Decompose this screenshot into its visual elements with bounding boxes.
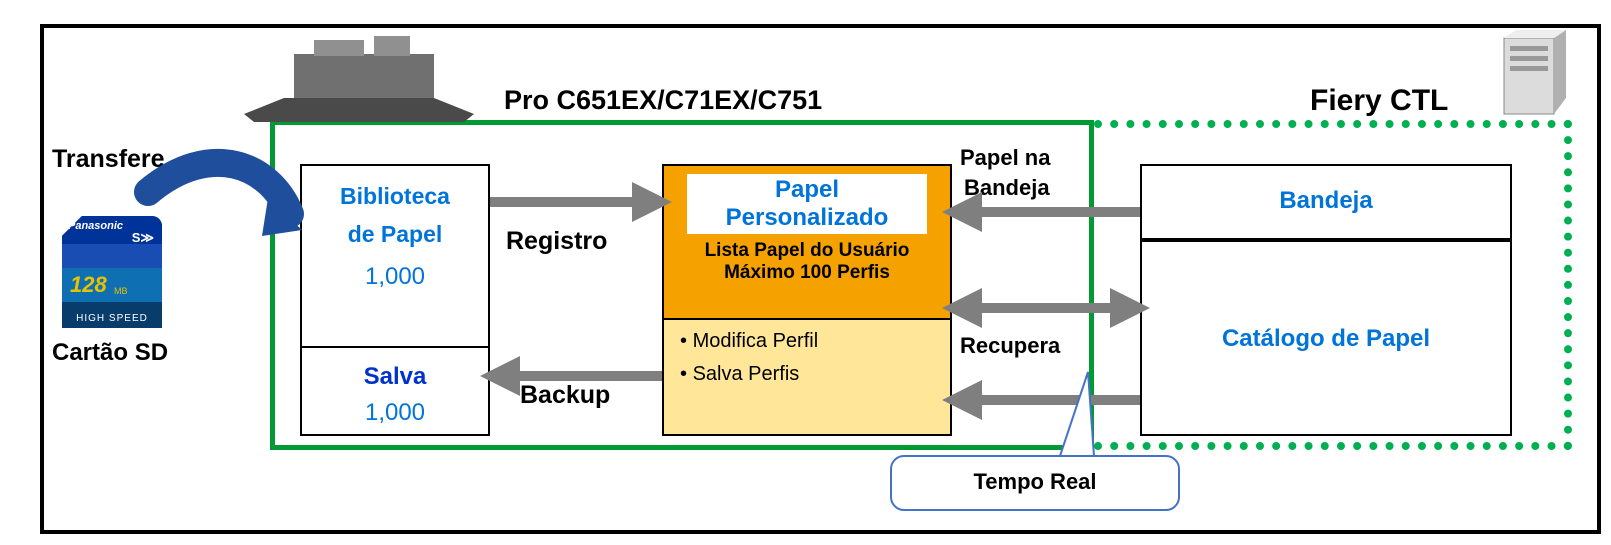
sd-stripe-2 — [62, 244, 162, 268]
label-cartao_sd: Cartão SD — [52, 340, 168, 366]
cp-sub2: Máximo 100 Perfis — [664, 262, 950, 284]
papel-title: PapelPersonalizado — [687, 174, 928, 234]
lib-de_papel: de Papel — [302, 222, 488, 247]
sd-highspeed: HIGH SPEED — [62, 313, 162, 324]
label-backup: Backup — [520, 382, 610, 410]
tempo-real-text: Tempo Real — [892, 457, 1178, 495]
bullet-modifica: Modifica Perfil — [680, 330, 934, 353]
label-recupera: Recupera — [960, 334, 1060, 358]
sd-mb: MB — [114, 286, 128, 296]
lib-salva: Salva — [302, 364, 488, 390]
diagram-root: Transfere Cartão SD Pro C651EX/C71EX/C751 F… — [0, 0, 1611, 545]
papel-title-line1: Papel — [693, 176, 922, 204]
bullet-salva: Salva Perfis — [680, 363, 934, 386]
sd-card-icon: PanasonicS≫128MBHIGH SPEED — [62, 216, 162, 328]
bandeja-text: Bandeja — [1142, 188, 1510, 214]
lib-mil: 1,000 — [302, 264, 488, 290]
cp-sub1: Lista Papel do Usuário — [664, 240, 950, 262]
label-bandeja_lbl: Bandeja — [964, 176, 1050, 200]
tempo-real-callout: Tempo Real — [890, 455, 1180, 511]
sd-brand: Panasonic — [68, 220, 123, 232]
lib-biblioteca: Biblioteca — [302, 184, 488, 209]
catalogo-text: Catálogo de Papel — [1142, 326, 1510, 352]
sd-128: 128 — [70, 272, 107, 298]
label-registro: Registro — [506, 228, 607, 256]
perfil-bullets: Modifica Perfil Salva Perfis — [664, 320, 950, 396]
label-fiery: Fiery CTL — [1310, 84, 1448, 117]
catalogo-box: Catálogo de Papel — [1140, 240, 1512, 436]
papel-personalizado-box: PapelPersonalizado Lista Papel do Usuário… — [662, 164, 952, 320]
label-papel_na: Papel na — [960, 146, 1050, 170]
label-transfere: Transfere — [52, 146, 165, 174]
lib-mil2: 1,000 — [302, 400, 488, 426]
papel-title-line2: Personalizado — [693, 204, 922, 232]
biblioteca-box: Biblioteca de Papel 1,000 Salva 1,000 — [300, 164, 490, 436]
label-pro_title: Pro C651EX/C71EX/C751 — [504, 86, 822, 116]
perfil-box: Modifica Perfil Salva Perfis — [662, 320, 952, 436]
bandeja-box: Bandeja — [1140, 164, 1512, 240]
lib-divider — [302, 346, 488, 348]
